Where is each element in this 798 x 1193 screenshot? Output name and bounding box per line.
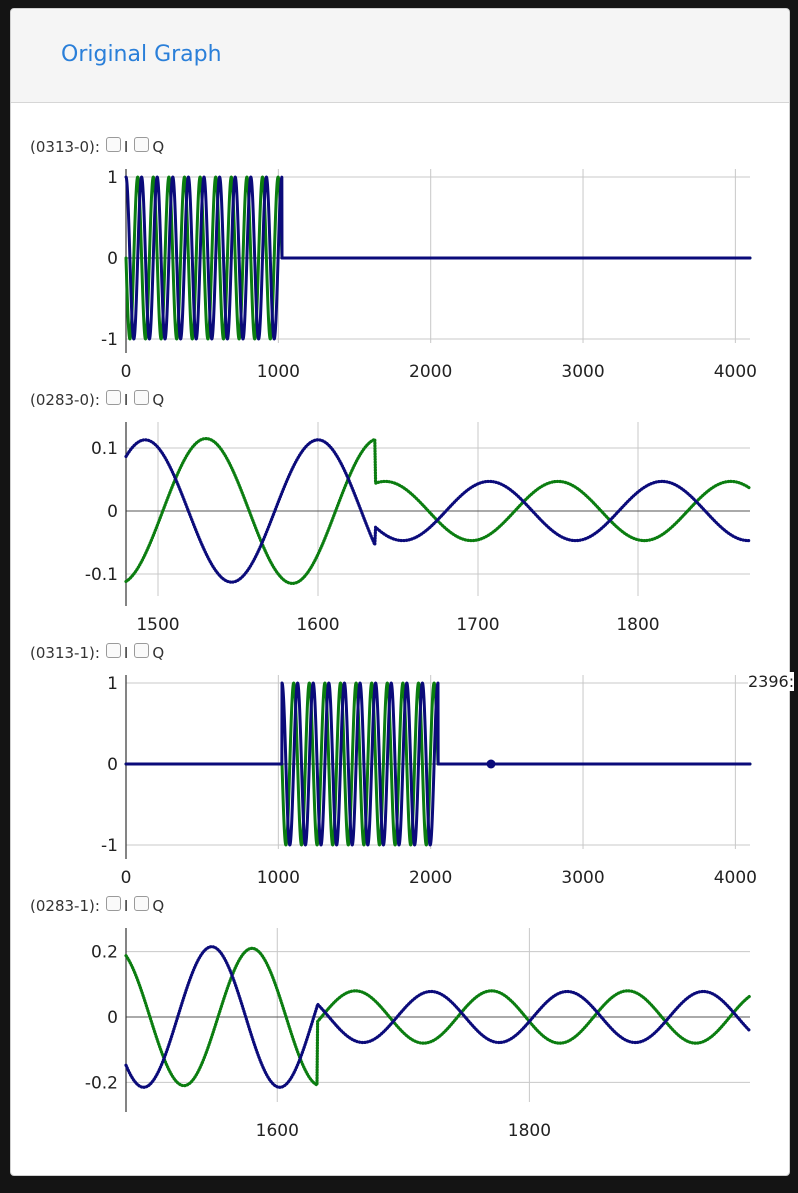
x-tick-label: 2000: [409, 868, 452, 888]
checkbox-i[interactable]: [105, 389, 121, 405]
x-tick-label: 0: [121, 362, 132, 382]
chart-label-0283-1: (0283-1): I Q: [30, 895, 165, 916]
x-tick-label: 4000: [714, 868, 757, 888]
y-tick-label: -1: [101, 836, 118, 856]
x-tick-label: 1500: [136, 615, 179, 635]
chart-label-0313-0: (0313-0): I Q: [30, 136, 165, 157]
checkbox-i[interactable]: [105, 895, 121, 911]
series-line-i: [124, 175, 752, 341]
x-tick-label: 1000: [257, 362, 300, 382]
panel-title[interactable]: Original Graph: [61, 42, 222, 67]
chart-label-0283-0: (0283-0): I Q: [30, 389, 165, 410]
checkbox-i-label: I: [123, 138, 129, 156]
y-tick-label: 0: [107, 755, 118, 775]
x-tick-label: 1600: [296, 615, 339, 635]
chart-0283-1[interactable]: 1600 1800 0.2 0 -0.2: [0, 914, 798, 1154]
hover-readout: 2396:: [748, 672, 795, 691]
y-tick-label: 0.2: [91, 943, 118, 963]
x-tick-label: 2000: [409, 362, 452, 382]
x-tick-label: 1600: [256, 1121, 299, 1141]
y-tick-label: 1: [107, 168, 118, 188]
checkbox-q[interactable]: [134, 389, 150, 405]
y-tick-label: 0.1: [91, 439, 118, 459]
y-tick-label: -0.1: [85, 565, 118, 585]
x-tick-label: 1700: [456, 615, 499, 635]
series-line-q: [124, 946, 752, 1088]
hover-marker: [486, 759, 496, 769]
checkbox-q[interactable]: [134, 136, 150, 152]
chart-id: (0313-0):: [30, 138, 100, 156]
chart-id: (0283-0):: [30, 391, 100, 409]
checkbox-i-label: I: [123, 391, 129, 409]
x-tick-label: 1800: [616, 615, 659, 635]
checkbox-q[interactable]: [134, 642, 150, 658]
chart-label-0313-1: (0313-1): I Q: [30, 642, 165, 663]
checkbox-i[interactable]: [105, 136, 121, 152]
checkbox-q-label: Q: [152, 391, 165, 409]
checkbox-q[interactable]: [134, 895, 150, 911]
checkbox-i[interactable]: [105, 642, 121, 658]
checkbox-q-label: Q: [152, 644, 165, 662]
y-tick-label: 1: [107, 674, 118, 694]
x-tick-label: 3000: [561, 362, 604, 382]
checkbox-i-label: I: [123, 897, 129, 915]
chart-id: (0313-1):: [30, 644, 100, 662]
x-tick-label: 1000: [257, 868, 300, 888]
chart-id: (0283-1):: [30, 897, 100, 915]
x-tick-label: 1800: [508, 1121, 551, 1141]
series-line-i: [124, 438, 752, 584]
checkbox-q-label: Q: [152, 138, 165, 156]
series-line-i: [124, 681, 752, 847]
panel-header: Original Graph: [11, 9, 789, 103]
y-tick-label: 0: [107, 249, 118, 269]
x-tick-label: 3000: [561, 868, 604, 888]
x-tick-label: 0: [121, 868, 132, 888]
checkbox-i-label: I: [123, 644, 129, 662]
series-line-i: [124, 945, 752, 1089]
x-tick-label: 4000: [714, 362, 757, 382]
checkbox-q-label: Q: [152, 897, 165, 915]
y-tick-label: -1: [101, 330, 118, 350]
y-tick-label: -0.2: [85, 1073, 118, 1093]
y-tick-label: 0: [107, 502, 118, 522]
chart-0283-0[interactable]: 1500 1600 1700 1800 0.1 0 -0.1: [0, 408, 798, 648]
y-tick-label: 0: [107, 1008, 118, 1028]
